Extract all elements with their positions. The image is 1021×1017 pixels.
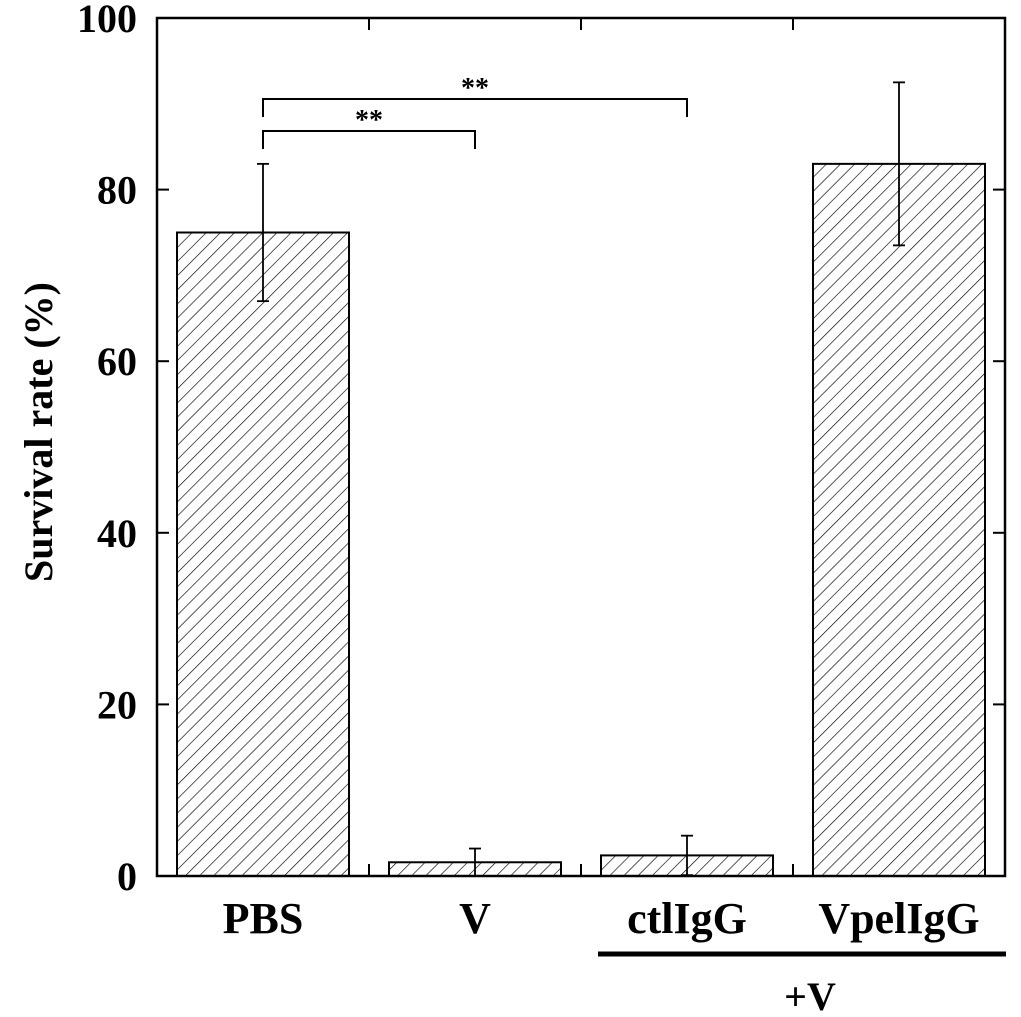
x-axis: [368, 18, 794, 876]
bar: [176, 231, 350, 877]
y-tick-label: 80: [97, 168, 137, 213]
significance-label: **: [355, 105, 383, 136]
y-tick-label: 40: [97, 511, 137, 556]
significance-bracket: [262, 130, 476, 149]
x-tick-label: V: [459, 894, 491, 943]
group-label: +V: [784, 974, 836, 1012]
x-tick-label: ctlIgG: [627, 894, 747, 943]
y-tick-label: 60: [97, 339, 137, 384]
y-axis-label: Survival rate (%): [16, 282, 61, 582]
y-tick-label: 20: [97, 682, 137, 727]
y-tick-label: 100: [77, 0, 137, 41]
error-bars-group: [257, 81, 905, 877]
bars-group: [176, 162, 986, 878]
significance-label: **: [461, 73, 489, 104]
y-tick-label: 0: [117, 854, 137, 899]
x-tick-label: VpelIgG: [818, 894, 979, 943]
y-axis: 0 20 40 60 80 100: [77, 0, 1005, 899]
bar: [812, 162, 986, 878]
significance-bracket: [262, 98, 688, 117]
x-tick-label: PBS: [223, 894, 304, 943]
significance-group: ** **: [262, 73, 688, 149]
